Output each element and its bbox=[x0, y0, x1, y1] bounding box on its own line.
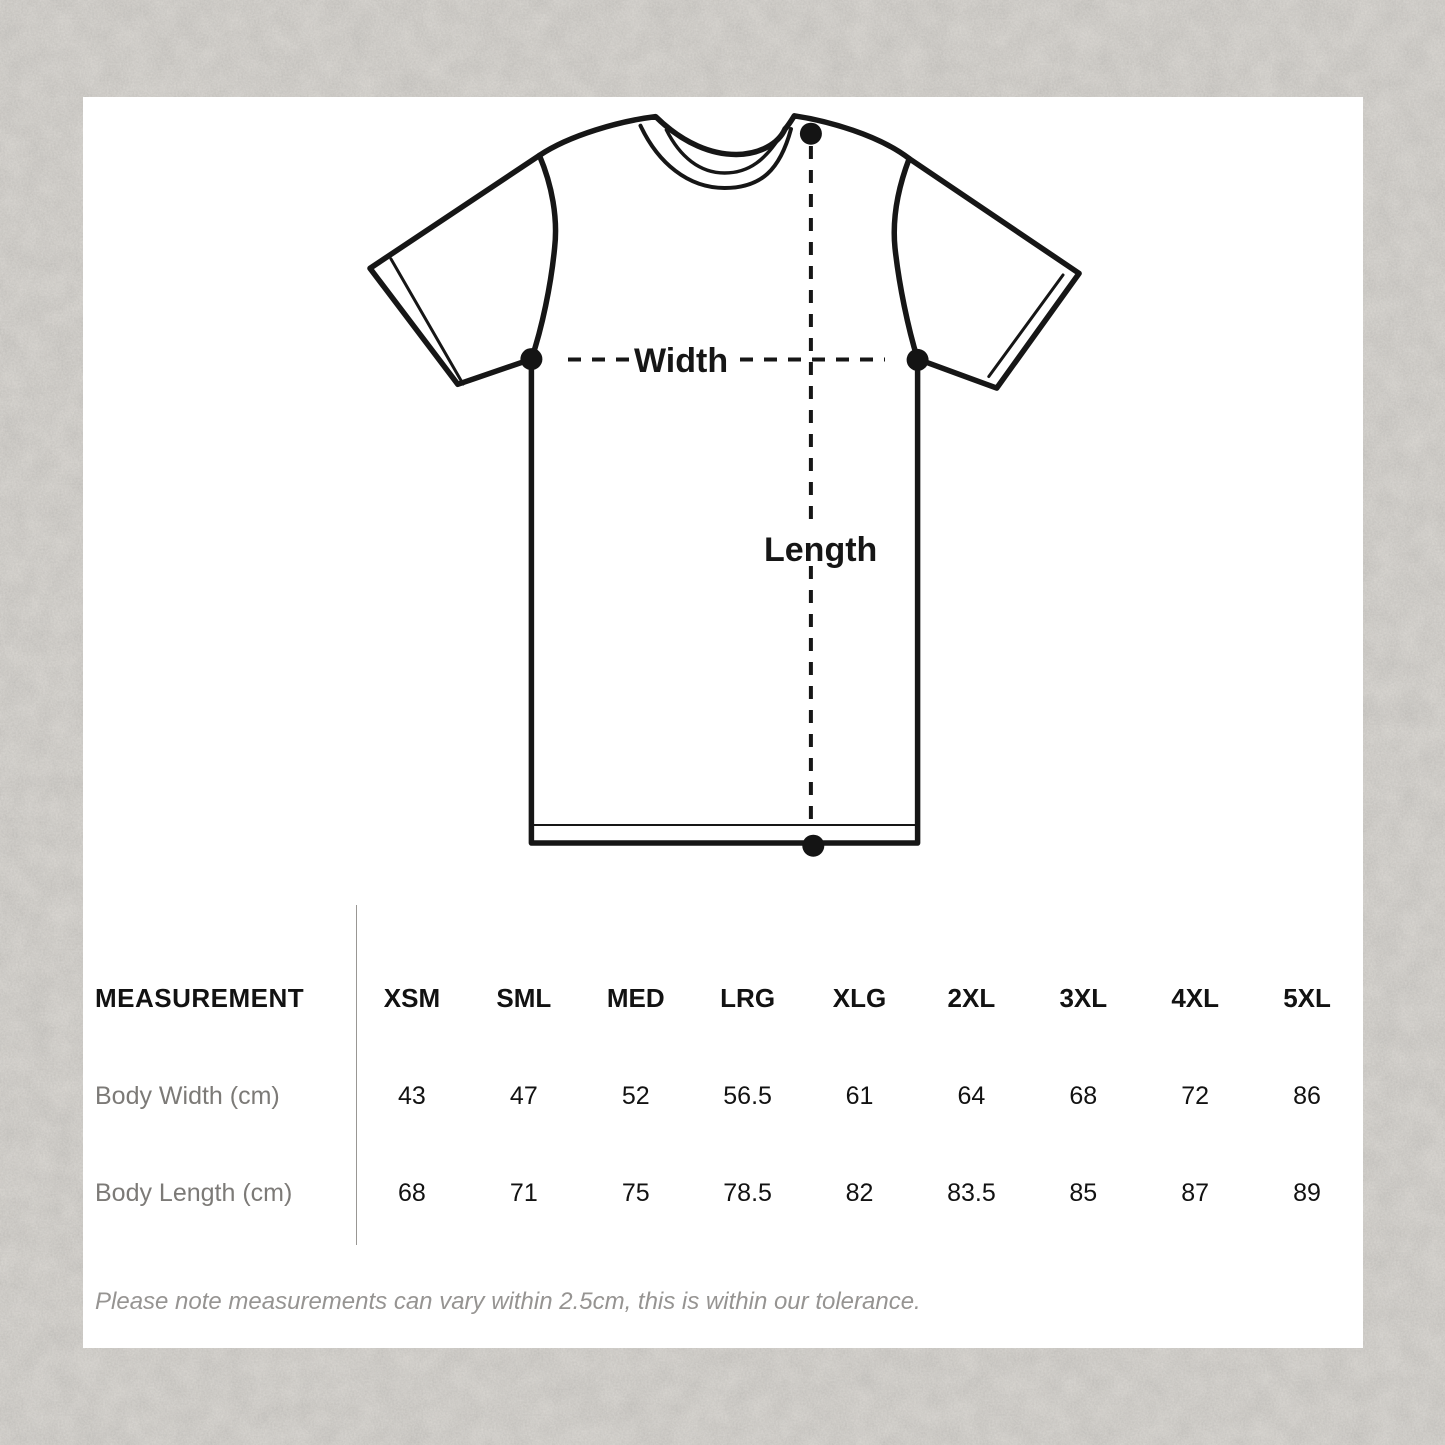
svg-text:Length: Length bbox=[764, 531, 877, 569]
svg-text:Width: Width bbox=[634, 342, 728, 380]
